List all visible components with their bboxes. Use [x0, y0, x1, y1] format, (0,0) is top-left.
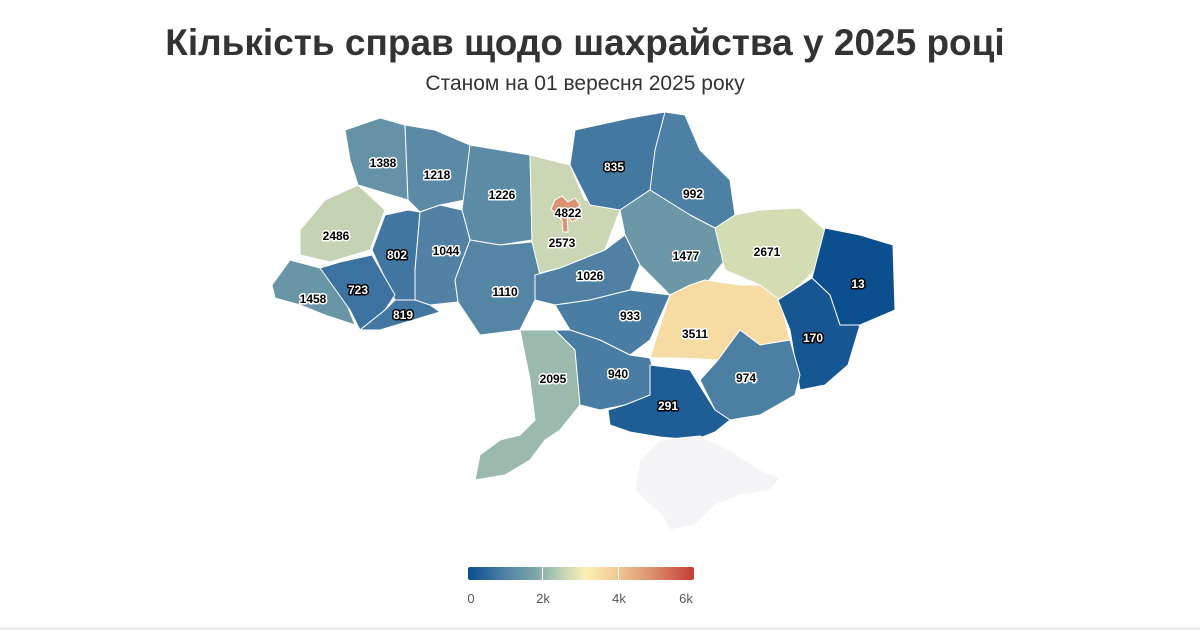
map-subtitle: Станом на 01 вересня 2025 року	[425, 72, 745, 95]
label-kyiv-oblast: 2573	[549, 236, 576, 250]
legend-tick-4k: 4k	[612, 591, 626, 606]
label-zhytomyr: 1226	[489, 188, 516, 202]
label-mykolaiv: 940	[608, 367, 628, 381]
label-chernihiv: 835	[604, 160, 624, 174]
legend-tick-6k: 6k	[679, 591, 693, 606]
label-dnipropetrovsk: 3511	[682, 327, 708, 341]
label-lviv: 2486	[323, 229, 350, 243]
region-zakarpattia[interactable]	[271, 259, 356, 326]
label-kherson: 291	[658, 399, 678, 413]
region-vinnytsia[interactable]	[454, 239, 541, 336]
label-zakarpattia: 1458	[300, 292, 327, 306]
region-zaporizhzhia[interactable]	[699, 329, 801, 421]
label-vinnytsia: 1110	[492, 285, 518, 299]
legend-tick-0: 0	[467, 591, 475, 606]
map-title: Кількість справ щодо шахрайства у 2025 р…	[165, 22, 1005, 63]
label-cherkasy: 1026	[577, 269, 604, 283]
label-donetsk: 170	[803, 331, 823, 345]
region-odesa[interactable]	[474, 329, 581, 481]
region-chernivtsi[interactable]	[359, 299, 441, 331]
legend-tick-line	[618, 567, 619, 580]
region-crimea[interactable]	[634, 435, 781, 531]
label-zaporizhzhia: 974	[736, 371, 756, 385]
label-rivne: 1218	[424, 168, 451, 182]
label-ivano-frankivsk: 723	[348, 283, 368, 297]
region-poltava[interactable]	[619, 189, 726, 296]
label-poltava: 1477	[673, 249, 700, 263]
legend-gradient-bar	[468, 567, 694, 580]
region-kyiv-city[interactable]	[550, 195, 581, 233]
label-ternopil: 802	[387, 248, 407, 262]
label-luhansk: 13	[851, 277, 865, 291]
label-sumy: 992	[683, 187, 703, 201]
label-khmelnytskyi: 1044	[433, 244, 460, 258]
label-odesa: 2095	[540, 372, 567, 386]
region-kherson[interactable]	[607, 364, 731, 441]
legend-tick-2k: 2k	[536, 591, 550, 606]
region-cherkasy[interactable]	[534, 234, 641, 306]
label-kyiv-city: 4822	[555, 206, 582, 220]
legend-tick-line	[542, 567, 543, 580]
region-lviv[interactable]	[299, 184, 386, 263]
label-kirovohrad: 933	[620, 309, 640, 323]
label-chernivtsi: 819	[393, 308, 413, 322]
color-scale-legend: 0 2k 4k 6k	[467, 567, 694, 607]
label-volyn: 1388	[370, 156, 397, 170]
bottom-divider	[0, 627, 1200, 630]
region-rivne[interactable]	[404, 124, 471, 213]
label-kharkiv: 2671	[754, 245, 781, 259]
region-ivano-frankivsk[interactable]	[319, 254, 396, 331]
